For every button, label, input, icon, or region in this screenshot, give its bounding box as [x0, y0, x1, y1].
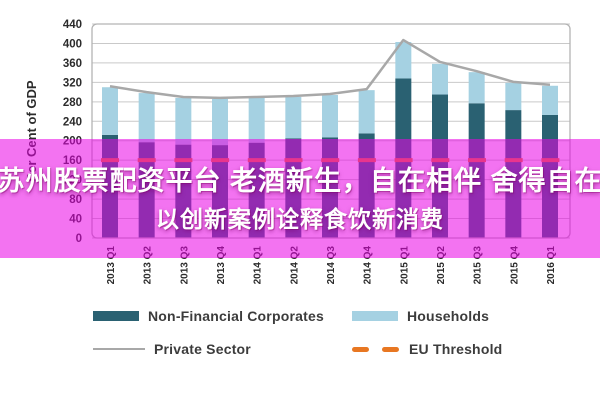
legend-item-non-financial-corporates: Non-Financial Corporates: [93, 308, 352, 324]
legend-label-private-sector: Private Sector: [154, 341, 251, 357]
bar-segment-households: [358, 90, 375, 134]
bar-segment-non-financial-corporates: [358, 133, 375, 238]
bar-segment-households: [432, 63, 448, 95]
y-tick-label: 200: [63, 136, 82, 148]
y-tick-label: 320: [63, 77, 82, 89]
legend-item-households: Households: [352, 308, 573, 324]
legend-swatch-non-financial-corporates: [93, 311, 139, 321]
bar-segment-households: [212, 98, 228, 146]
bars-group: [102, 41, 558, 239]
legend-label-non-financial-corporates: Non-Financial Corporates: [148, 308, 324, 324]
legend-label-eu-threshold: EU Threshold: [409, 341, 503, 357]
y-tick-label: 160: [63, 155, 82, 167]
legend-swatch-households: [352, 311, 398, 321]
x-tick-label: 2013 Q1: [106, 246, 117, 285]
bar-segment-households: [505, 82, 522, 111]
bar-segment-non-financial-corporates: [285, 138, 302, 238]
chart-legend: Non-Financial Corporates Households Priv…: [93, 308, 573, 374]
private-sector-line: [109, 38, 551, 100]
y-axis: 0 40 80 120 160 200 240 280 320 360 400 440: [63, 19, 82, 245]
y-axis-title: Per Cent of GDP: [24, 80, 39, 181]
bar-segment-non-financial-corporates: [102, 134, 118, 238]
x-tick-label: 2015 Q4: [509, 246, 520, 285]
bar-segment-households: [102, 87, 118, 135]
bar-segment-non-financial-corporates: [248, 142, 265, 238]
legend-item-private-sector: Private Sector: [93, 341, 352, 357]
bar-segment-non-financial-corporates: [322, 137, 338, 238]
legend-label-households: Households: [407, 308, 490, 324]
y-tick-label: 400: [63, 38, 82, 50]
bar-segment-non-financial-corporates: [138, 142, 155, 238]
x-axis: 2013 Q1 2013 Q2 2013 Q3 2013 Q4 2014 Q1 2014 …: [106, 246, 557, 285]
bar-segment-non-financial-corporates: [542, 114, 558, 238]
bar-segment-non-financial-corporates: [468, 103, 485, 238]
x-tick-label: 2016 Q1: [546, 246, 557, 285]
y-tick-label: 360: [63, 58, 82, 70]
y-tick-label: 0: [76, 233, 82, 245]
legend-row-1: Non-Financial Corporates Households: [93, 308, 573, 324]
x-tick-label: 2015 Q1: [399, 246, 410, 285]
legend-row-2: Private Sector EU Threshold: [93, 341, 573, 357]
x-tick-label: 2015 Q2: [436, 246, 447, 285]
bar-segment-households: [175, 97, 192, 145]
bar-segment-households: [468, 72, 485, 104]
x-tick-label: 2013 Q2: [143, 246, 154, 285]
y-tick-label: 440: [63, 19, 82, 31]
bar-segment-households: [395, 41, 412, 79]
y-tick-label: 240: [63, 116, 82, 128]
legend-swatch-eu-threshold: [352, 346, 400, 352]
x-tick-label: 2014 Q4: [363, 246, 374, 285]
bar-segment-households: [138, 93, 155, 143]
y-tick-label: 80: [69, 194, 82, 206]
y-tick-label: 40: [69, 214, 82, 226]
bar-segment-non-financial-corporates: [505, 110, 522, 238]
legend-item-eu-threshold: EU Threshold: [352, 341, 573, 357]
debt-chart: 0 40 80 120 160 200 240 280 320 360 400 440 Per Cent…: [24, 19, 571, 285]
x-tick-label: 2014 Q1: [253, 246, 264, 285]
bar-segment-households: [542, 85, 558, 115]
x-tick-label: 2014 Q3: [326, 246, 337, 285]
bar-segment-households: [322, 95, 338, 138]
y-tick-label: 280: [63, 97, 82, 109]
bar-segment-households: [248, 97, 265, 143]
legend-swatch-private-sector: [93, 348, 145, 350]
bar-segment-households: [285, 96, 302, 139]
x-tick-label: 2013 Q4: [216, 246, 227, 285]
y-tick-label: 120: [63, 175, 82, 187]
x-tick-label: 2014 Q2: [289, 246, 300, 285]
bar-segment-non-financial-corporates: [432, 94, 448, 238]
x-tick-label: 2015 Q3: [473, 246, 484, 285]
x-tick-label: 2013 Q3: [179, 246, 190, 285]
